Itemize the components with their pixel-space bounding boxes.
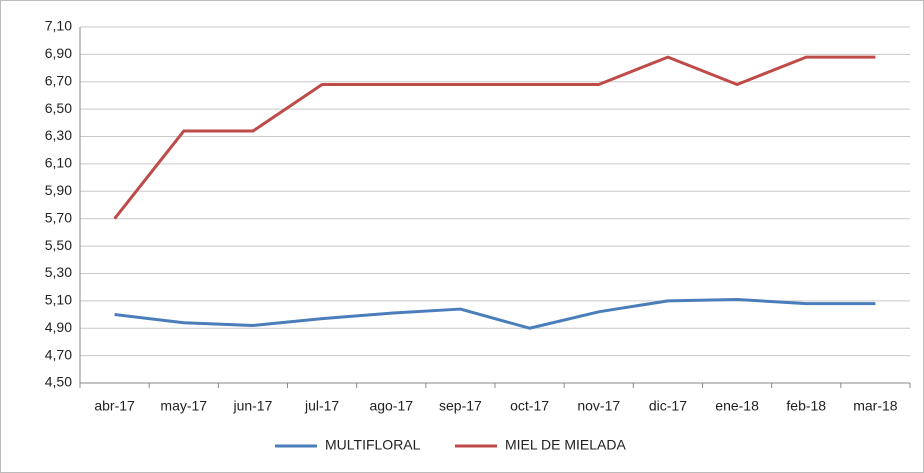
x-tick-label: jun-17 bbox=[232, 398, 272, 414]
x-tick-label: may-17 bbox=[160, 398, 207, 414]
y-tick-label: 7,10 bbox=[45, 18, 72, 34]
y-tick-label: 5,30 bbox=[45, 264, 72, 280]
y-tick-label: 5,50 bbox=[45, 237, 72, 253]
y-tick-label: 4,50 bbox=[45, 374, 72, 390]
x-tick-label: abr-17 bbox=[94, 398, 135, 414]
x-tick-label: nov-17 bbox=[577, 398, 620, 414]
series-line bbox=[114, 297, 876, 330]
x-tick-label: ago-17 bbox=[369, 398, 413, 414]
y-tick-label: 6,50 bbox=[45, 100, 72, 116]
y-tick-label: 6,90 bbox=[45, 45, 72, 61]
y-tick-label: 6,30 bbox=[45, 127, 72, 143]
y-tick-label: 5,10 bbox=[45, 292, 72, 308]
y-tick-label: 5,70 bbox=[45, 209, 72, 225]
x-tick-label: dic-17 bbox=[649, 398, 687, 414]
y-tick-label: 5,90 bbox=[45, 182, 72, 198]
x-tick-label: oct-17 bbox=[510, 398, 549, 414]
x-tick-label: jul-17 bbox=[304, 398, 339, 414]
x-tick-label: sep-17 bbox=[439, 398, 482, 414]
y-tick-label: 4,90 bbox=[45, 319, 72, 335]
legend-label: MULTIFLORAL bbox=[325, 437, 421, 453]
y-tick-label: 6,10 bbox=[45, 155, 72, 171]
x-tick-label: feb-18 bbox=[786, 398, 826, 414]
y-tick-label: 6,70 bbox=[45, 72, 72, 88]
x-tick-label: ene-18 bbox=[715, 398, 759, 414]
y-tick-label: 4,70 bbox=[45, 346, 72, 362]
x-tick-label: mar-18 bbox=[853, 398, 898, 414]
series-line bbox=[113, 55, 876, 220]
legend-label: MIEL DE MIELADA bbox=[505, 437, 627, 453]
